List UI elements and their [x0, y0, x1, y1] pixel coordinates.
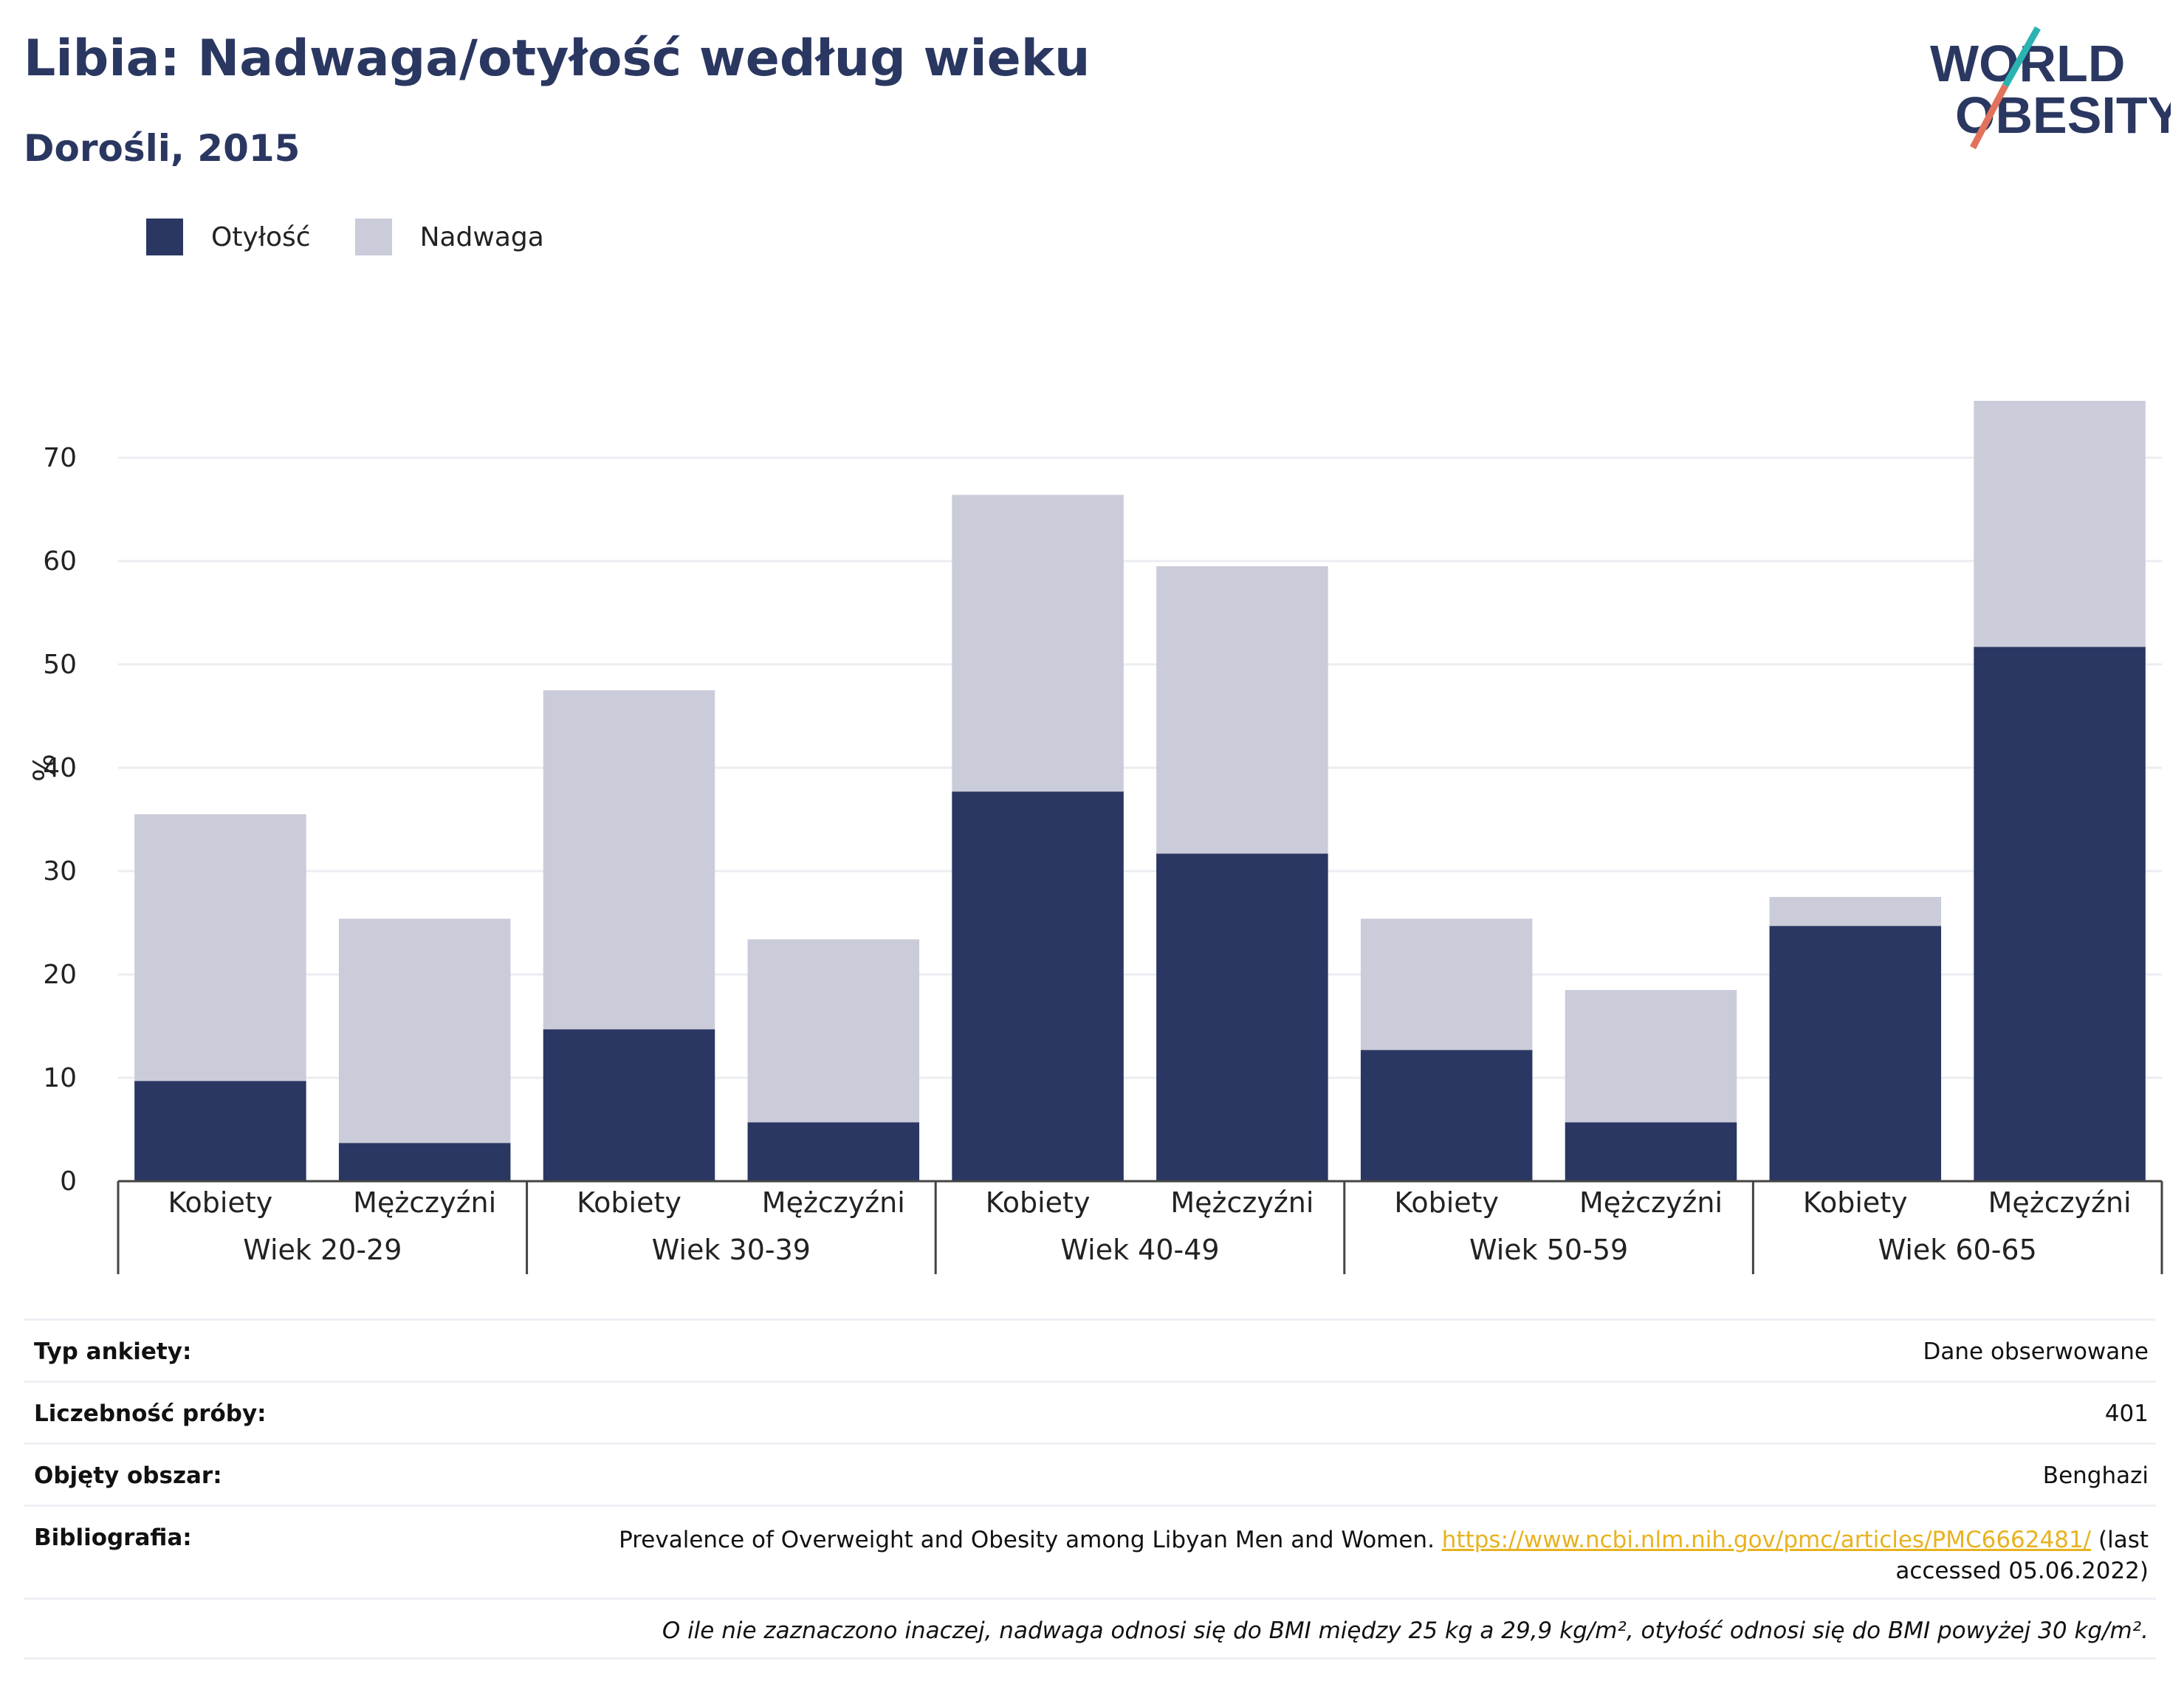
x-group-label: Wiek 60-65: [1878, 1234, 2037, 1266]
legend-swatch-overweight: [354, 219, 392, 255]
x-group-label: Wiek 50-59: [1469, 1234, 1628, 1266]
legend-label-obesity: Otyłość: [211, 221, 311, 252]
y-tick-label: 70: [43, 443, 77, 473]
y-axis-label: %: [28, 754, 62, 782]
x-group-label: Wiek 40-49: [1060, 1234, 1219, 1266]
x-group-label: Wiek 30-39: [652, 1234, 811, 1266]
x-category-label: Kobiety: [986, 1186, 1091, 1219]
bar-overweight: [1974, 401, 2146, 647]
chart-subtitle: Dorośli, 2015: [24, 127, 301, 170]
survey-type-label: Typ ankiety:: [34, 1338, 192, 1365]
bar-obesity: [338, 1143, 511, 1181]
definition-note: O ile nie zaznaczono inaczej, nadwaga od…: [662, 1617, 2149, 1644]
legend-swatch-obesity: [146, 219, 183, 255]
legend-item-overweight: Nadwaga: [354, 219, 544, 255]
x-group-label: Wiek 20-29: [243, 1234, 402, 1266]
x-category-label: Kobiety: [168, 1186, 273, 1219]
bibliography-value: Prevalence of Overweight and Obesity amo…: [619, 1524, 2149, 1586]
bar-obesity: [134, 1081, 306, 1181]
bar-obesity: [1565, 1122, 1737, 1181]
area-value: Benghazi: [2042, 1462, 2149, 1489]
bar-overweight: [1156, 566, 1328, 854]
bar-obesity: [747, 1122, 920, 1181]
bar-obesity: [1974, 647, 2146, 1181]
y-tick-label: 50: [43, 650, 77, 680]
info-row-survey-type: Typ ankiety: Dane obserwowane: [24, 1318, 2156, 1381]
legend-label-overweight: Nadwaga: [419, 221, 544, 252]
bar-chart: 0 10 20 30 40 50 60 70% Kobiety Mężczyźni Kobiety M…: [28, 401, 2163, 1274]
x-category-label: Kobiety: [1803, 1186, 1908, 1219]
info-row-sample-size: Liczebność próby: 401: [24, 1381, 2156, 1443]
bar-overweight: [1360, 918, 1533, 1051]
bar-overweight: [543, 690, 715, 1030]
y-tick-label: 60: [43, 546, 77, 577]
bar-overweight: [1769, 897, 1942, 926]
survey-type-value: Dane obserwowane: [1923, 1338, 2149, 1365]
x-category-label: Mężczyźni: [1170, 1186, 1314, 1219]
sample-size-value: 401: [2104, 1400, 2149, 1427]
y-tick-label: 30: [43, 856, 77, 887]
world-obesity-logo: WORLD OBESITY: [1930, 26, 2171, 150]
x-category-label: Kobiety: [577, 1186, 681, 1219]
info-row-area: Objęty obszar: Benghazi: [24, 1443, 2156, 1505]
info-row-bibliography: Bibliografia: Prevalence of Overweight a…: [24, 1505, 2156, 1598]
bibliography-suffix-2: accessed 05.06.2022): [1895, 1558, 2149, 1584]
bar-overweight: [134, 814, 306, 1082]
bar-obesity: [543, 1029, 715, 1181]
bar-obesity: [952, 791, 1124, 1181]
bar-overweight: [338, 918, 511, 1144]
bar-obesity: [1156, 853, 1328, 1181]
bar-obesity: [1769, 926, 1942, 1181]
x-category-label: Kobiety: [1394, 1186, 1499, 1219]
legend: Otyłość Nadwaga: [146, 219, 588, 255]
bar-obesity: [1360, 1050, 1533, 1181]
legend-item-obesity: Otyłość: [146, 219, 311, 255]
area-label: Objęty obszar:: [34, 1462, 222, 1489]
bar-overweight: [952, 495, 1124, 792]
bibliography-link[interactable]: https://www.ncbi.nlm.nih.gov/pmc/article…: [1441, 1527, 2092, 1553]
sample-size-label: Liczebność próby:: [34, 1400, 267, 1427]
bibliography-suffix-1: (last: [2098, 1527, 2149, 1553]
x-category-label: Mężczyźni: [1988, 1186, 2132, 1219]
y-tick-label: 0: [60, 1166, 77, 1197]
bar-overweight: [1565, 990, 1737, 1123]
bibliography-text: Prevalence of Overweight and Obesity amo…: [619, 1527, 1435, 1553]
x-category-label: Mężczyźni: [1579, 1186, 1723, 1219]
bar-overweight: [747, 939, 920, 1123]
info-row-note: O ile nie zaznaczono inaczej, nadwaga od…: [24, 1598, 2156, 1660]
y-tick-label: 20: [43, 960, 77, 990]
y-tick-label: 40: [43, 753, 77, 783]
x-category-label: Mężczyźni: [762, 1186, 905, 1219]
x-category-label: Mężczyźni: [353, 1186, 496, 1219]
info-table: Typ ankiety: Dane obserwowane Liczebność…: [24, 1318, 2156, 1660]
chart-title: Libia: Nadwaga/otyłość według wieku: [24, 30, 1091, 88]
y-tick-label: 10: [43, 1063, 77, 1093]
bibliography-label: Bibliografia:: [34, 1524, 192, 1551]
